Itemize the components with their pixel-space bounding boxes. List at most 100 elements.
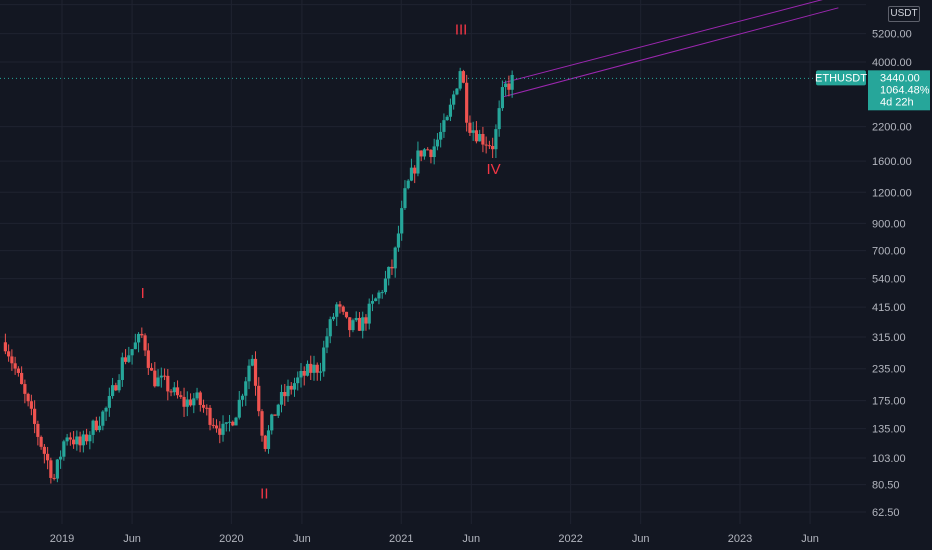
candle-body xyxy=(266,430,271,449)
candle-body xyxy=(29,401,33,409)
candle-body xyxy=(88,434,92,442)
change-tag: 1064.48% xyxy=(880,84,930,96)
candle-body xyxy=(331,316,336,320)
candle-body xyxy=(351,320,355,331)
candle-body xyxy=(231,421,235,426)
candle-body xyxy=(218,428,222,435)
price-tick-label: 103.00 xyxy=(872,453,906,465)
candle-body xyxy=(46,453,50,461)
candle-body xyxy=(227,421,232,423)
candle-body xyxy=(234,417,238,426)
price-tick-label: 4000.00 xyxy=(872,57,912,69)
time-axis[interactable]: 2019 Jun 2020 Jun 2021 Jun 2022 Jun 2023 Jun xyxy=(50,533,819,545)
candle-body xyxy=(240,395,245,400)
candle-body xyxy=(182,396,186,407)
candle-body xyxy=(214,425,219,429)
candle-body xyxy=(400,208,404,234)
candle-body xyxy=(357,317,362,331)
candle-body xyxy=(247,365,251,382)
candle-body xyxy=(445,116,449,121)
candle-body xyxy=(318,371,323,373)
currency-selector[interactable]: USDT xyxy=(888,6,920,22)
candle-body xyxy=(471,130,475,133)
candle-body xyxy=(500,87,504,109)
time-tick-label: Jun xyxy=(801,533,819,545)
candle-body xyxy=(478,133,482,142)
candle-body xyxy=(426,149,430,151)
candle-body xyxy=(10,356,14,364)
channel-lines xyxy=(503,0,839,98)
time-tick-label: 2023 xyxy=(728,533,752,545)
candle-body xyxy=(458,71,462,89)
candles xyxy=(3,67,514,484)
candle-body xyxy=(406,180,410,189)
candle-body xyxy=(244,381,248,396)
candle-body xyxy=(387,266,391,279)
candle-body xyxy=(465,82,469,123)
candle-body xyxy=(81,434,85,446)
candle-body xyxy=(409,167,414,181)
channel-line xyxy=(503,7,839,98)
candle-body xyxy=(153,370,157,387)
time-tick-label: 2019 xyxy=(50,533,74,545)
candle-body xyxy=(299,370,303,378)
price-tick-label: 62.50 xyxy=(872,507,900,519)
candle-body xyxy=(3,342,7,352)
candle-body xyxy=(273,414,277,416)
price-tick-label: 540.00 xyxy=(872,274,906,286)
time-tick-label: Jun xyxy=(462,533,480,545)
candle-body xyxy=(497,108,501,130)
candle-body xyxy=(130,349,134,356)
time-tick-label: Jun xyxy=(293,533,311,545)
candle-body xyxy=(439,131,443,140)
candle-body xyxy=(117,379,121,391)
price-tick-label: 235.00 xyxy=(872,364,906,376)
candle-body xyxy=(302,370,306,376)
price-axis[interactable]: 5200.00 4000.00 2200.00 1600.00 1200.00 900.0… xyxy=(872,29,912,519)
candle-body xyxy=(435,139,440,147)
candle-body xyxy=(94,420,98,431)
candle-body xyxy=(468,122,472,133)
price-tick-label: 315.00 xyxy=(872,332,906,344)
candle-body xyxy=(211,424,215,426)
candle-body xyxy=(507,83,511,90)
wave-label: II xyxy=(260,486,268,503)
candle-body xyxy=(185,399,189,407)
candle-body xyxy=(169,391,173,393)
candle-body xyxy=(335,304,339,317)
price-tick-label: 2200.00 xyxy=(872,122,912,134)
candle-body xyxy=(289,385,293,390)
time-tick-label: Jun xyxy=(123,533,141,545)
candle-body xyxy=(33,408,37,424)
candle-body xyxy=(149,367,154,371)
candle-body xyxy=(452,94,456,105)
candle-body xyxy=(403,188,407,209)
price-tick-label: 1200.00 xyxy=(872,187,912,199)
candle-body xyxy=(416,150,420,174)
candle-body xyxy=(380,292,384,294)
candle-body xyxy=(23,384,27,394)
candle-body xyxy=(201,404,206,408)
candle-body xyxy=(344,311,349,318)
candle-body xyxy=(208,407,212,425)
candle-body xyxy=(341,306,345,312)
candle-body xyxy=(195,392,199,399)
candle-body xyxy=(175,387,180,396)
candle-body xyxy=(120,357,124,380)
candle-body xyxy=(491,146,495,150)
candle-body xyxy=(188,399,193,406)
candle-body xyxy=(361,317,365,331)
wave-label: IV xyxy=(486,161,500,178)
candle-body xyxy=(305,363,310,376)
time-tick-label: 2022 xyxy=(558,533,582,545)
candle-body xyxy=(97,425,102,431)
price-tag-bg xyxy=(868,70,930,111)
candle-body xyxy=(42,446,46,454)
candle-body xyxy=(422,149,427,157)
candle-body xyxy=(123,357,128,362)
candle-body xyxy=(367,303,371,324)
candle-body xyxy=(156,377,160,387)
candle-body xyxy=(442,120,446,132)
